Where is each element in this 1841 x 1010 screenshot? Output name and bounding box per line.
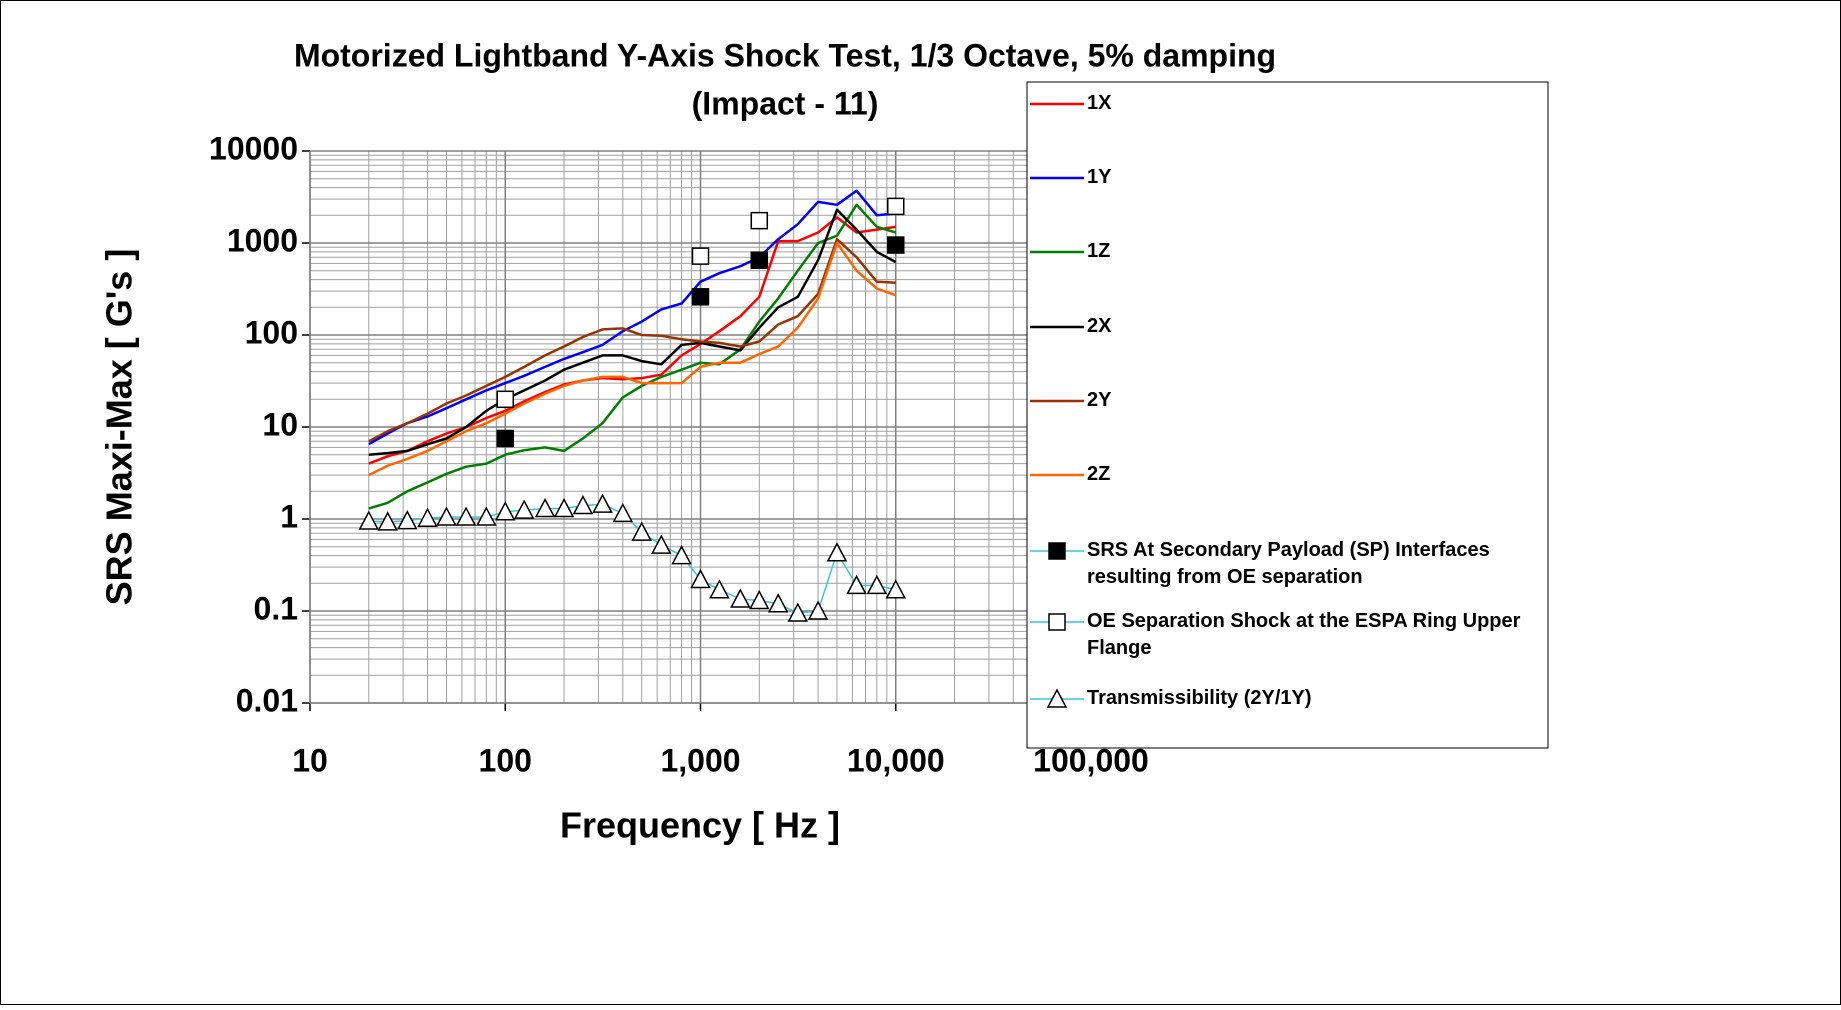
legend-marker [1048, 542, 1066, 560]
y-tick-label: 1000 [227, 222, 298, 258]
chart-title: Motorized Lightband Y-Axis Shock Test, 1… [294, 37, 1276, 73]
x-tick-label: 1,000 [660, 742, 740, 778]
marker [887, 197, 905, 216]
legend-entry: 2Z [1087, 463, 1111, 485]
marker [826, 542, 848, 562]
legend-entry: 1X [1087, 92, 1112, 114]
series-line [368, 503, 896, 614]
marker [787, 602, 809, 622]
legend-entry: 2Y [1087, 389, 1112, 411]
marker [631, 521, 652, 541]
legend-entry: 1Y [1087, 166, 1112, 188]
marker [651, 534, 672, 554]
marker [807, 600, 829, 620]
marker [417, 507, 438, 527]
legend-label: 1Z [1087, 240, 1111, 262]
marker [690, 568, 711, 589]
marker [691, 288, 710, 306]
marker [866, 574, 888, 595]
y-tick-label: 10000 [209, 130, 298, 166]
legend-entry: 2X [1087, 315, 1112, 337]
y-tick-label: 0.01 [236, 682, 298, 718]
x-tick-label: 100 [479, 742, 532, 778]
marker [513, 499, 535, 519]
marker [397, 510, 418, 530]
marker [749, 589, 770, 610]
legend-entry: Transmissibility (2Y/1Y) [1087, 687, 1312, 709]
marker [553, 497, 575, 518]
y-tick-label: 100 [245, 314, 298, 350]
y-axis-label: SRS Maxi-Max [ G's ] [99, 249, 140, 606]
chart-title: (Impact - 11) [692, 85, 879, 121]
legend-label: OE Separation Shock at the ESPA Ring Upp… [1087, 610, 1521, 659]
marker [671, 545, 692, 565]
marker [612, 502, 634, 523]
marker [750, 211, 769, 230]
marker [846, 574, 867, 595]
series-line [368, 237, 896, 443]
marker [887, 236, 905, 254]
marker [709, 579, 730, 599]
marker [476, 506, 497, 526]
series-line [368, 189, 896, 446]
y-tick-label: 10 [262, 406, 298, 442]
marker [592, 493, 613, 513]
marker [767, 593, 789, 613]
y-tick-label: 0.1 [254, 590, 298, 626]
legend-label: 2Z [1087, 463, 1111, 485]
marker [358, 510, 380, 530]
marker [377, 511, 398, 531]
legend-entry: OE Separation Shock at the ESPA Ring Upp… [1087, 610, 1521, 659]
legend-label: 2Y [1087, 389, 1112, 411]
legend-label: SRS At Secondary Payload (SP) Interfaces… [1087, 539, 1490, 588]
x-axis-label: Frequency [ Hz ] [560, 805, 840, 846]
series-line [368, 203, 897, 510]
marker [572, 494, 594, 515]
series-line [368, 241, 897, 477]
legend-label: 1X [1087, 92, 1112, 114]
marker [495, 501, 516, 521]
marker [691, 247, 710, 265]
marker [534, 497, 556, 518]
x-tick-label: 10 [292, 742, 328, 778]
x-tick-label: 10,000 [847, 742, 945, 778]
marker [496, 429, 514, 448]
marker [455, 506, 477, 526]
legend: 1X 1Y 1Z 2X 2Y 2Z SRS At Secondary Payload (SP… [1026, 81, 1549, 749]
legend-label: Transmissibility (2Y/1Y) [1087, 687, 1312, 709]
marker [496, 390, 514, 409]
marker [730, 588, 751, 608]
marker [436, 506, 457, 526]
legend-label: 1Y [1087, 166, 1112, 188]
marker [885, 579, 906, 599]
legend-label: 2X [1087, 315, 1112, 337]
marker [750, 251, 769, 269]
legend-marker [1046, 688, 1068, 708]
legend-box [1026, 81, 1549, 749]
legend-entry: SRS At Secondary Payload (SP) Interfaces… [1087, 539, 1490, 588]
legend-entry: 1Z [1087, 240, 1111, 262]
y-tick-label: 1 [280, 498, 298, 534]
series-line [368, 208, 897, 456]
legend-marker [1048, 613, 1066, 631]
